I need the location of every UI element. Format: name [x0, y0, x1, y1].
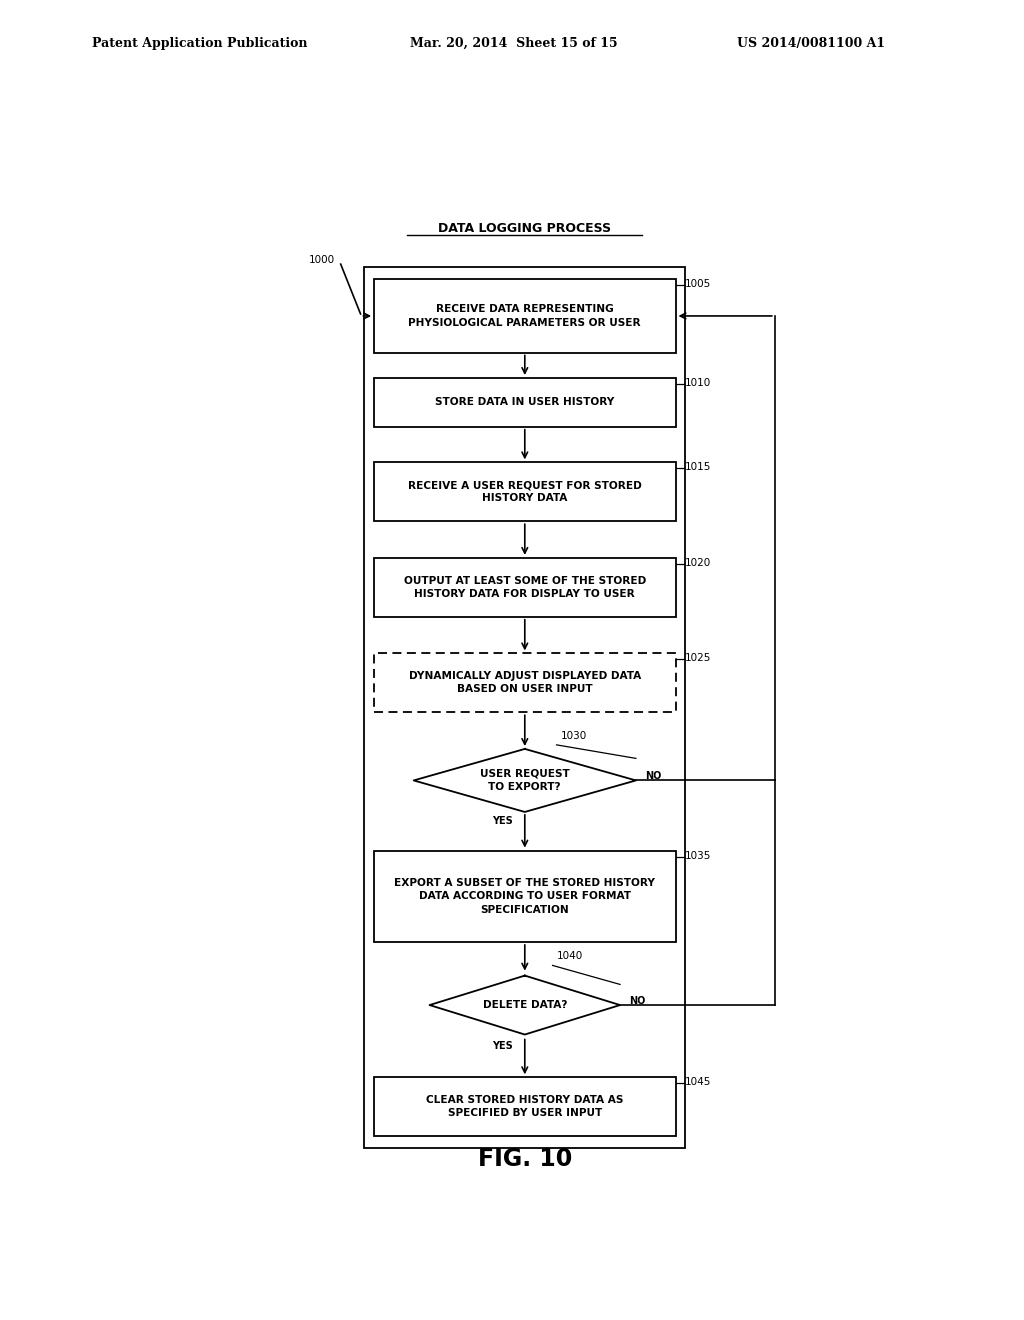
Text: 1045: 1045 [685, 1077, 712, 1088]
Text: DELETE DATA?: DELETE DATA? [482, 1001, 567, 1010]
Text: 1020: 1020 [685, 558, 712, 568]
Text: RECEIVE DATA REPRESENTING
PHYSIOLOGICAL PARAMETERS OR USER: RECEIVE DATA REPRESENTING PHYSIOLOGICAL … [409, 305, 641, 327]
FancyBboxPatch shape [374, 850, 676, 942]
Text: DYNAMICALLY ADJUST DISPLAYED DATA
BASED ON USER INPUT: DYNAMICALLY ADJUST DISPLAYED DATA BASED … [409, 672, 641, 694]
Text: 1025: 1025 [685, 653, 712, 664]
Text: NO: NO [645, 771, 662, 781]
Text: DATA LOGGING PROCESS: DATA LOGGING PROCESS [438, 222, 611, 235]
Text: YES: YES [493, 816, 513, 826]
Text: 1040: 1040 [557, 952, 583, 961]
Text: 1000: 1000 [309, 255, 335, 265]
Text: 1035: 1035 [685, 850, 712, 861]
Text: USER REQUEST
TO EXPORT?: USER REQUEST TO EXPORT? [480, 768, 569, 792]
Text: RECEIVE A USER REQUEST FOR STORED
HISTORY DATA: RECEIVE A USER REQUEST FOR STORED HISTOR… [408, 480, 642, 503]
Text: CLEAR STORED HISTORY DATA AS
SPECIFIED BY USER INPUT: CLEAR STORED HISTORY DATA AS SPECIFIED B… [426, 1096, 624, 1118]
Text: EXPORT A SUBSET OF THE STORED HISTORY
DATA ACCORDING TO USER FORMAT
SPECIFICATIO: EXPORT A SUBSET OF THE STORED HISTORY DA… [394, 878, 655, 915]
FancyBboxPatch shape [374, 558, 676, 616]
Text: Patent Application Publication: Patent Application Publication [92, 37, 307, 50]
Text: Mar. 20, 2014  Sheet 15 of 15: Mar. 20, 2014 Sheet 15 of 15 [410, 37, 617, 50]
Text: STORE DATA IN USER HISTORY: STORE DATA IN USER HISTORY [435, 397, 614, 408]
Text: YES: YES [493, 1040, 513, 1051]
Text: US 2014/0081100 A1: US 2014/0081100 A1 [737, 37, 886, 50]
FancyBboxPatch shape [374, 378, 676, 426]
Text: 1030: 1030 [560, 731, 587, 741]
Text: 1005: 1005 [685, 280, 712, 289]
FancyBboxPatch shape [374, 462, 676, 521]
FancyBboxPatch shape [374, 280, 676, 352]
Text: 1010: 1010 [685, 378, 712, 388]
Text: 1015: 1015 [685, 462, 712, 473]
Text: NO: NO [630, 997, 646, 1006]
FancyBboxPatch shape [374, 1077, 676, 1137]
Text: OUTPUT AT LEAST SOME OF THE STORED
HISTORY DATA FOR DISPLAY TO USER: OUTPUT AT LEAST SOME OF THE STORED HISTO… [403, 576, 646, 599]
Text: FIG. 10: FIG. 10 [477, 1147, 572, 1171]
FancyBboxPatch shape [374, 653, 676, 713]
